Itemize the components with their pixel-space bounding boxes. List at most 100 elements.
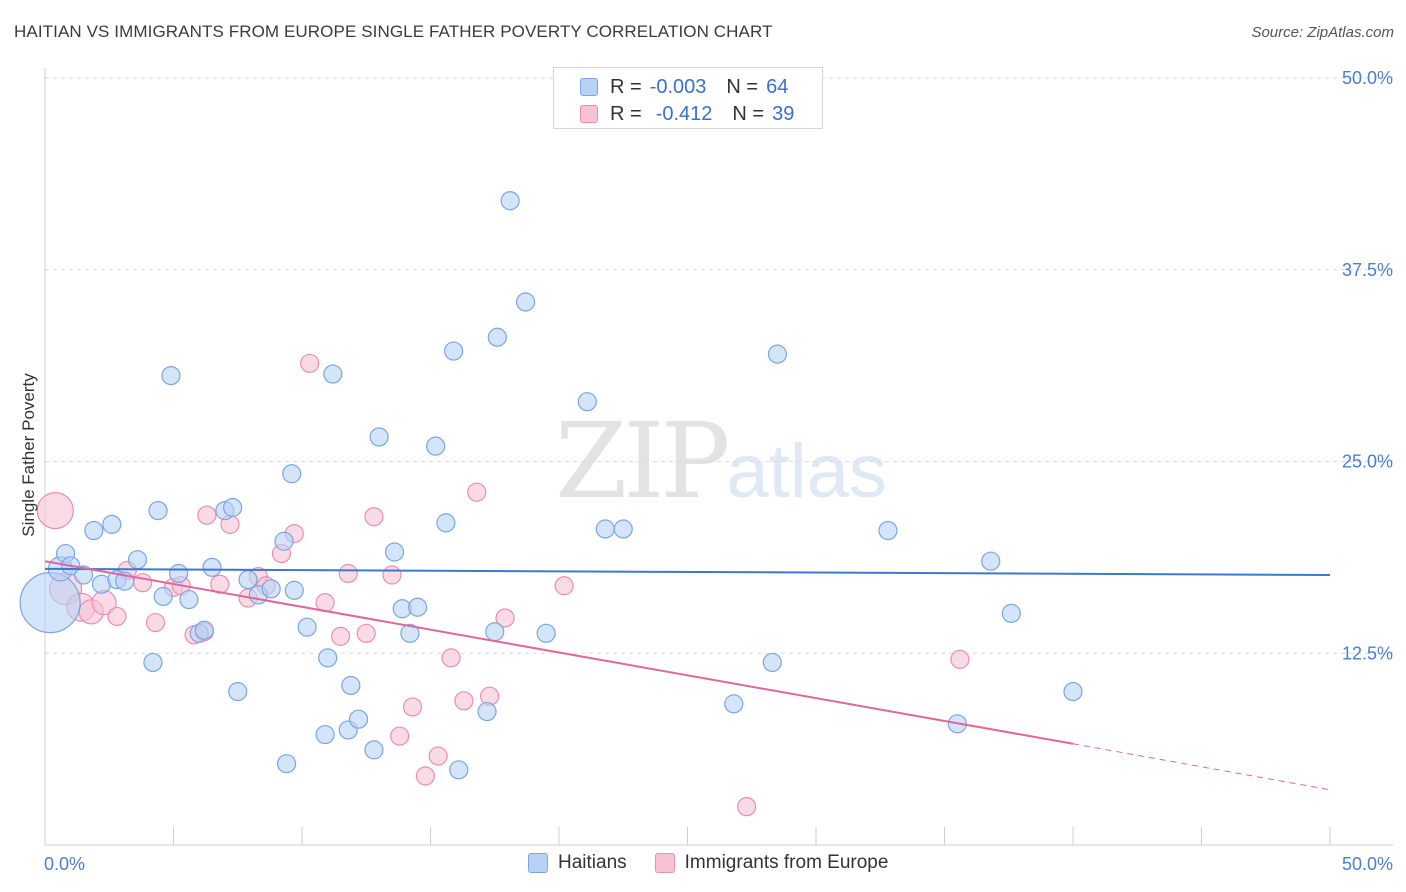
haitian-point [577, 392, 597, 412]
haitian-point [84, 520, 104, 541]
europe-point [441, 648, 461, 668]
haitian-point [261, 579, 281, 599]
europe-point [36, 491, 74, 530]
europe-point [364, 507, 384, 527]
haitian-point [315, 724, 335, 745]
europe-point [428, 746, 448, 766]
haitian-point [153, 586, 173, 607]
haitian-point [1001, 603, 1021, 623]
europe-trend-extension [1072, 743, 1331, 791]
haitian-point [444, 341, 464, 361]
haitian-point [449, 760, 469, 780]
haitian-point [500, 191, 520, 211]
haitian-point [323, 364, 343, 384]
europe-point [356, 623, 376, 643]
europe-point [495, 608, 515, 628]
haitian-point [515, 292, 536, 312]
europe-point [737, 797, 757, 817]
europe-point [950, 649, 970, 669]
haitian-point [276, 754, 297, 774]
legend-swatch-blue [528, 853, 548, 873]
haitian-point [436, 513, 456, 533]
europe-point [467, 482, 487, 502]
europe-trend-line [44, 560, 1074, 745]
haitian-point [981, 551, 1001, 571]
legend-item-haitians[interactable]: Haitians [528, 852, 627, 874]
haitian-point [318, 648, 338, 668]
europe-point [197, 505, 217, 525]
europe-point [107, 606, 127, 627]
haitian-point [284, 580, 304, 600]
haitian-point [228, 681, 248, 702]
haitian-point [179, 589, 199, 610]
watermark-atlas: atlas [726, 429, 887, 514]
haitian-point [143, 652, 163, 673]
europe-point [330, 626, 351, 646]
haitian-point [223, 497, 243, 518]
haitian-point [161, 365, 181, 386]
legend-r-label: R = [610, 102, 642, 125]
haitian-point [297, 617, 317, 637]
legend-r-value: -0.412 [655, 102, 713, 125]
y-tick-label: 37.5% [1342, 260, 1393, 280]
haitian-point [536, 623, 556, 643]
haitian-point [348, 709, 369, 729]
trend-lines [44, 560, 1331, 791]
haitian-point [384, 542, 405, 562]
europe-point [145, 612, 166, 633]
haitian-point [238, 570, 258, 590]
europe-point [454, 691, 474, 711]
legend-swatch-blue [580, 78, 598, 96]
legend-n-value: 64 [766, 75, 789, 98]
europe-point [300, 353, 320, 373]
legend-r-value: -0.003 [649, 75, 707, 98]
haitian-point [1063, 681, 1083, 702]
haitian-point [487, 327, 507, 347]
haitian-point [400, 623, 420, 643]
europe-point [415, 766, 435, 786]
legend-n-label: N = [732, 102, 765, 125]
axes [44, 68, 1393, 846]
haitian-point [595, 519, 615, 539]
haitian-point [169, 563, 189, 584]
haitian-point [364, 740, 384, 760]
y-axis-label: Single Father Poverty [19, 373, 38, 537]
y-tick-label: 25.0% [1342, 452, 1393, 472]
haitian-point [194, 620, 214, 640]
haitian-point [202, 557, 222, 577]
legend-item-europe[interactable]: Immigrants from Europe [654, 852, 889, 874]
europe-point [554, 576, 574, 596]
chart-title: HAITIAN VS IMMIGRANTS FROM EUROPE SINGLE… [14, 22, 773, 41]
legend-row-haitians: R = -0.003 N = 64 [580, 76, 788, 98]
haitian-trend-line [44, 567, 1331, 577]
legend-swatch-pink [580, 105, 598, 123]
y-tick-label: 12.5% [1342, 643, 1393, 663]
haitian-point [767, 344, 788, 364]
grid-lines [45, 77, 1393, 654]
legend-label-haitians: Haitians [558, 852, 627, 873]
haitian-point [102, 514, 122, 534]
legend-label-europe: Immigrants from Europe [684, 852, 889, 873]
haitian-point [878, 520, 898, 541]
europe-point [390, 726, 410, 746]
haitian-point [341, 675, 361, 696]
haitian-point [762, 652, 782, 673]
europe-point [133, 573, 153, 593]
haitian-point [148, 500, 168, 521]
haitian-point [485, 622, 505, 642]
haitian-point [724, 694, 744, 714]
legend-row-europe: R = -0.412 N = 39 [580, 103, 794, 125]
source-label: Source: ZipAtlas.com [1251, 24, 1394, 41]
haitian-point [73, 565, 94, 585]
haitian-points [19, 191, 1083, 780]
tick-labels: 12.5% 25.0% 37.5% 50.0% 0.0% 50.0% [44, 68, 1393, 874]
x-tick-label: 0.0% [44, 854, 85, 874]
legend-swatch-pink [654, 853, 675, 873]
europe-point [402, 697, 423, 717]
x-tick-label: 50.0% [1342, 854, 1393, 874]
europe-point [338, 563, 358, 584]
haitian-point [19, 572, 81, 634]
stats-legend: R = -0.003 N = 64 R = -0.412 N = 39 [553, 67, 823, 129]
haitian-point [426, 436, 446, 456]
